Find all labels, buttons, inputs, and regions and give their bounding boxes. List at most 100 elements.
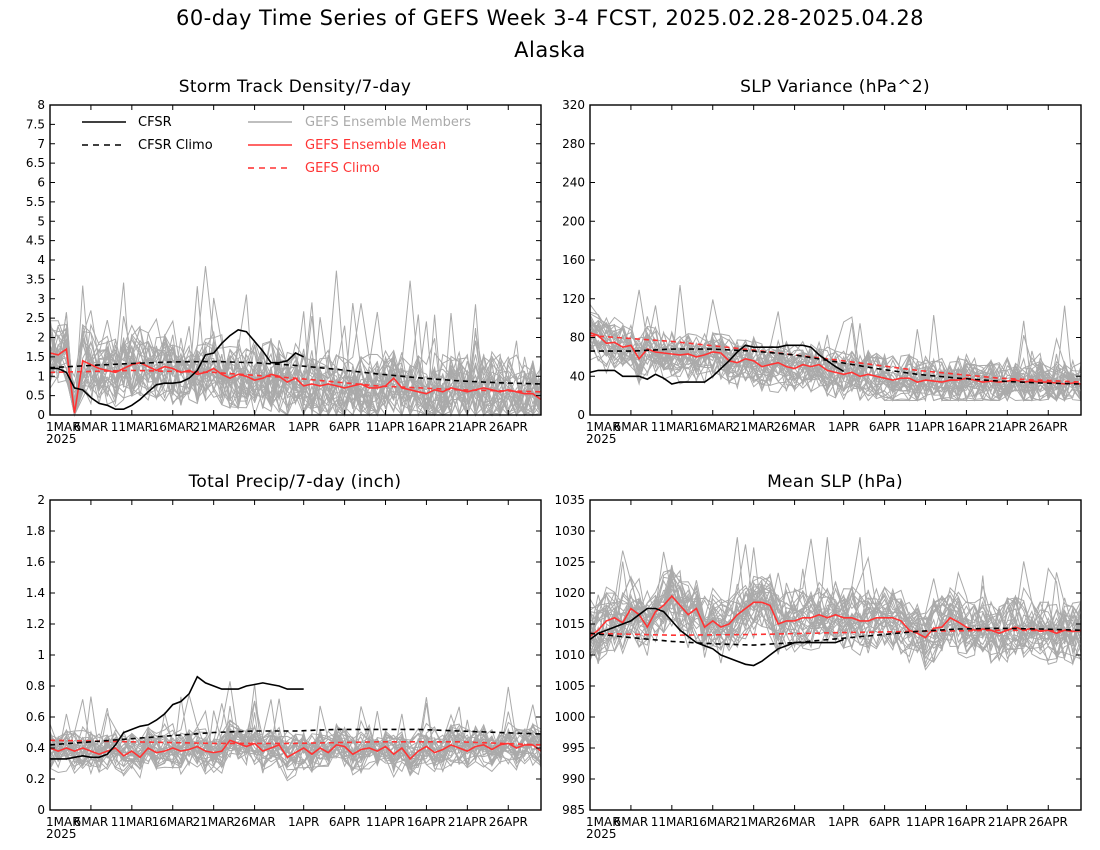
- y-tick-label: 1.6: [26, 555, 45, 569]
- y-tick-label: 320: [562, 98, 585, 112]
- x-tick-label: 16APR: [947, 420, 986, 434]
- y-tick-label: 5.5: [26, 195, 45, 209]
- x-year-label: 2025: [46, 827, 77, 841]
- cfsr-climo-line: [590, 348, 1082, 385]
- x-tick-label: 11APR: [906, 420, 945, 434]
- y-tick-label: 7: [37, 137, 45, 151]
- x-tick-label: 26APR: [1029, 420, 1068, 434]
- y-tick-label: 2: [37, 493, 45, 507]
- y-tick-label: 40: [570, 369, 585, 383]
- legend-label-cfsr: CFSR: [138, 115, 172, 130]
- y-tick-label: 0.2: [26, 772, 45, 786]
- ensemble-member-line: [49, 315, 542, 417]
- y-tick-label: 995: [562, 741, 585, 755]
- y-tick-label: 1.5: [26, 350, 45, 364]
- x-tick-label: 11MAR: [111, 420, 153, 434]
- y-tick-label: 0.5: [26, 389, 45, 403]
- x-tick-label: 21MAR: [193, 420, 235, 434]
- x-tick-label: 21APR: [988, 420, 1027, 434]
- legend-label-members: GEFS Ensemble Members: [305, 115, 471, 130]
- x-tick-label: 1MAR: [46, 420, 81, 434]
- ensemble-members: [49, 681, 542, 782]
- panel-slp-variance: SLP Variance (hPa^2) 0 40 80 120 160 200 240 28…: [562, 77, 1082, 446]
- y-tick-label: 0: [37, 408, 45, 422]
- y-tick-label: 1: [37, 369, 45, 383]
- x-tick-label: 1MAR: [586, 815, 621, 829]
- ensemble-member-line: [49, 722, 542, 763]
- x-tick-label: 1APR: [288, 420, 319, 434]
- y-tick-label: 0.8: [26, 679, 45, 693]
- ensemble-member-line: [49, 338, 542, 417]
- y-tick-label: 1025: [554, 555, 585, 569]
- y-tick-label: 1030: [554, 524, 585, 538]
- x-tick-label: 21APR: [448, 420, 487, 434]
- gefs-climo-line: [49, 739, 542, 746]
- y-tick-label: 4.5: [26, 234, 45, 248]
- x-tick-label: 11MAR: [651, 420, 693, 434]
- x-tick-label: 16MAR: [692, 420, 734, 434]
- ensemble-members: [49, 266, 542, 417]
- panel-total-precip: Total Precip/7-day (inch) 0 0.2 0.4 0.6 0.8 1…: [26, 472, 542, 841]
- x-tick-label: 26APR: [489, 815, 528, 829]
- panel-storm-track-density: Storm Track Density/7-day 0 0.5 1 1.5 2 2.5 3 3…: [26, 77, 542, 446]
- x-tick-label: 11MAR: [111, 815, 153, 829]
- y-tick-label: 1010: [554, 648, 585, 662]
- x-tick-label: 26APR: [489, 420, 528, 434]
- y-tick-label: 990: [562, 772, 585, 786]
- x-tick-label: 21MAR: [733, 420, 775, 434]
- ensemble-member-line: [49, 311, 542, 417]
- x-tick-label: 16MAR: [152, 815, 194, 829]
- y-tick-label: 1035: [554, 493, 585, 507]
- x-year-label: 2025: [46, 432, 77, 446]
- x-tick-label: 1MAR: [46, 815, 81, 829]
- y-tick-label: 200: [562, 214, 585, 228]
- x-tick-label: 1APR: [288, 815, 319, 829]
- x-tick-label: 26MAR: [773, 815, 815, 829]
- y-tick-label: 7.5: [26, 117, 45, 131]
- x-year-label: 2025: [586, 827, 617, 841]
- x-tick-label: 6MAR: [74, 420, 109, 434]
- ensemble-member-line: [49, 266, 542, 416]
- x-tick-label: 6APR: [869, 420, 900, 434]
- x-tick-label: 11APR: [366, 815, 405, 829]
- legend: CFSR CFSR Climo GEFS Ensemble Members GE…: [82, 115, 471, 176]
- ensemble-member-line: [49, 323, 542, 416]
- x-tick-label: 1APR: [828, 420, 859, 434]
- cfsr-climo-line: [49, 360, 542, 385]
- panel-title: Storm Track Density/7-day: [179, 77, 411, 97]
- ensemble-member-line: [49, 294, 542, 416]
- x-tick-label: 26MAR: [233, 815, 275, 829]
- ensemble-mean-line: [49, 347, 542, 414]
- x-tick-label: 1APR: [828, 815, 859, 829]
- x-tick-label: 26MAR: [773, 420, 815, 434]
- x-tick-label: 21MAR: [733, 815, 775, 829]
- y-tick-label: 0: [37, 803, 45, 817]
- y-tick-label: 1.2: [26, 617, 45, 631]
- ensemble-mean-line: [49, 739, 542, 761]
- cfsr-climo-line: [49, 728, 542, 746]
- ensemble-member-line: [589, 599, 1082, 668]
- x-tick-label: 11APR: [366, 420, 405, 434]
- y-tick-label: 0: [577, 408, 585, 422]
- panel-title: Mean SLP (hPa): [767, 472, 903, 492]
- x-tick-label: 6MAR: [614, 420, 649, 434]
- y-tick-label: 1005: [554, 679, 585, 693]
- ensemble-member-line: [589, 324, 1082, 403]
- ensemble-members: [589, 285, 1082, 403]
- y-tick-label: 1.4: [26, 586, 45, 600]
- y-tick-label: 3.5: [26, 272, 45, 286]
- x-tick-label: 6APR: [869, 815, 900, 829]
- y-tick-label: 6.5: [26, 156, 45, 170]
- plot-frame: [589, 499, 1082, 811]
- panel-title: SLP Variance (hPa^2): [740, 77, 930, 97]
- y-tick-label: 5: [37, 214, 45, 228]
- x-tick-label: 21MAR: [193, 815, 235, 829]
- x-tick-label: 1MAR: [586, 420, 621, 434]
- ensemble-member-line: [589, 575, 1082, 665]
- x-tick-label: 6MAR: [74, 815, 109, 829]
- y-tick-label: 0.4: [26, 741, 45, 755]
- y-tick-label: 1.8: [26, 524, 45, 538]
- ensemble-member-line: [589, 555, 1082, 655]
- legend-label-gefs-climo: GEFS Climo: [305, 161, 380, 176]
